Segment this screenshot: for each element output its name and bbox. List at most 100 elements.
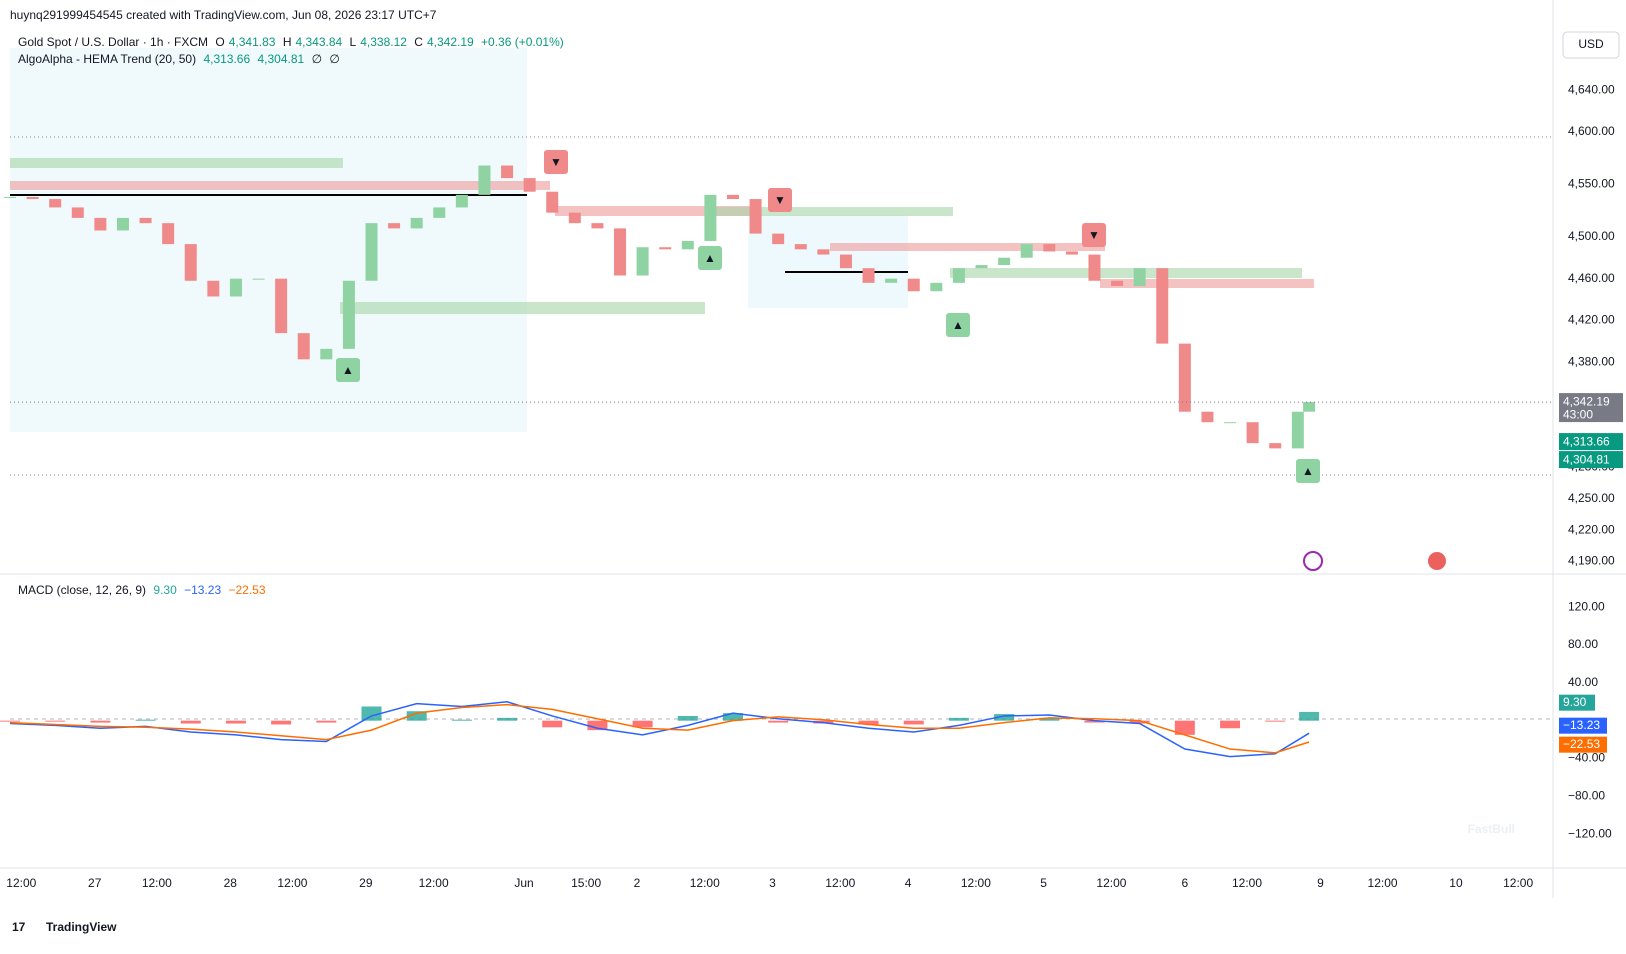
histogram-bar bbox=[587, 720, 608, 731]
y-tick-label: 4,420.00 bbox=[1568, 313, 1615, 327]
candle bbox=[659, 247, 672, 250]
event-icon[interactable] bbox=[1303, 551, 1323, 571]
candle bbox=[320, 348, 333, 360]
price-label-box bbox=[1559, 408, 1623, 423]
candle bbox=[1178, 343, 1191, 412]
price-label: 4,313.66 bbox=[1563, 434, 1610, 448]
y-tick-label: 4,220.00 bbox=[1568, 522, 1615, 536]
y-tick-label: 80.00 bbox=[1568, 637, 1598, 651]
candle bbox=[342, 280, 355, 349]
candle bbox=[388, 223, 401, 229]
range-box bbox=[10, 48, 527, 432]
y-tick-label: 40.00 bbox=[1568, 675, 1598, 689]
ohlc-value: 4,341.83 bbox=[228, 35, 276, 49]
candle bbox=[1043, 244, 1056, 252]
macd-legend: MACD (close, 12, 26, 9) 9.30 −13.23 −22.… bbox=[18, 583, 270, 597]
candle bbox=[297, 333, 310, 360]
svg-text:▼: ▼ bbox=[774, 193, 786, 207]
candle bbox=[478, 165, 491, 195]
histogram-bar bbox=[45, 720, 66, 722]
macd-value: −22.53 bbox=[228, 583, 266, 597]
watermark: FastBull bbox=[1468, 822, 1515, 836]
candle bbox=[1111, 280, 1124, 286]
histogram-bar bbox=[406, 711, 427, 721]
candle bbox=[275, 278, 288, 334]
x-tick-label: 12:00 bbox=[1096, 876, 1126, 890]
macd-title: MACD (close, 12, 26, 9) bbox=[18, 583, 147, 597]
indicator-value: 4,313.66 bbox=[203, 52, 251, 66]
value-label: 9.30 bbox=[1563, 695, 1587, 709]
candle bbox=[591, 223, 604, 229]
y-tick-label: 4,460.00 bbox=[1568, 271, 1615, 285]
candle bbox=[839, 254, 852, 269]
histogram-bar bbox=[948, 717, 969, 721]
histogram-bar bbox=[271, 720, 292, 725]
indicator-legend: AlgoAlpha - HEMA Trend (20, 50) 4,313.66… bbox=[18, 52, 344, 66]
ohlc-label: O bbox=[215, 35, 225, 49]
candle bbox=[116, 217, 129, 231]
candle bbox=[885, 278, 898, 283]
indicator-value: ∅ bbox=[329, 52, 340, 66]
histogram-bar bbox=[316, 720, 337, 723]
event-icon[interactable] bbox=[1428, 552, 1446, 570]
y-tick-label: 4,600.00 bbox=[1568, 124, 1615, 138]
value-label-box bbox=[1559, 694, 1595, 711]
histogram-bar bbox=[1174, 720, 1195, 735]
svg-text:▲: ▲ bbox=[342, 363, 354, 377]
candle bbox=[794, 244, 807, 250]
svg-text:▲: ▲ bbox=[704, 251, 716, 265]
x-tick-label: 15:00 bbox=[571, 876, 601, 890]
histogram-bar bbox=[135, 719, 156, 721]
ohlc-value: 4,342.19 bbox=[426, 35, 474, 49]
macd-line bbox=[9, 703, 1310, 754]
histogram-bar bbox=[722, 713, 743, 721]
value-label-box bbox=[1559, 736, 1607, 753]
value-label: −13.23 bbox=[1563, 718, 1600, 732]
value-label: −22.53 bbox=[1563, 737, 1600, 751]
indicator-value: ∅ bbox=[311, 52, 323, 66]
macd-value: 9.30 bbox=[153, 583, 177, 597]
x-tick-label: Jun bbox=[514, 876, 533, 890]
candle bbox=[229, 278, 242, 297]
candle bbox=[207, 280, 220, 297]
y-tick-label: 4,640.00 bbox=[1568, 82, 1615, 96]
candle bbox=[975, 265, 988, 269]
x-tick-label: 12:00 bbox=[825, 876, 855, 890]
price-label: 4,342.19 bbox=[1563, 394, 1610, 408]
currency: USD bbox=[1578, 37, 1604, 51]
candle bbox=[1156, 268, 1169, 344]
candle bbox=[26, 196, 39, 200]
histogram-bar bbox=[361, 706, 382, 721]
x-tick-label: 3 bbox=[769, 876, 776, 890]
histogram-bar bbox=[1129, 720, 1150, 724]
zone bbox=[950, 268, 1302, 278]
x-tick-label: 2 bbox=[634, 876, 641, 890]
price-legend: Gold Spot / U.S. Dollar · 1h · FXCM O 4,3… bbox=[18, 35, 568, 49]
x-tick-label: 12:00 bbox=[961, 876, 991, 890]
histogram-bar bbox=[903, 720, 924, 725]
ohlc-label: H bbox=[282, 35, 292, 49]
candle bbox=[523, 178, 536, 192]
candle bbox=[4, 196, 16, 198]
value-label-box bbox=[1559, 717, 1607, 734]
candle bbox=[49, 199, 62, 208]
candle bbox=[817, 249, 830, 255]
ohlc-label: C bbox=[414, 35, 423, 49]
candle bbox=[998, 257, 1011, 266]
histogram-bar bbox=[225, 720, 246, 724]
x-tick-label: 4 bbox=[905, 876, 912, 890]
y-tick-label: 4,550.00 bbox=[1568, 177, 1615, 191]
histogram-bar bbox=[497, 717, 518, 721]
histogram-bar bbox=[90, 720, 111, 723]
svg-text:▼: ▼ bbox=[550, 155, 562, 169]
price-label: 4,304.81 bbox=[1563, 452, 1610, 466]
x-tick-label: 5 bbox=[1040, 876, 1047, 890]
ohlc-value: 4,343.84 bbox=[295, 35, 343, 49]
candle bbox=[749, 199, 762, 234]
y-tick-label: 4,250.00 bbox=[1568, 491, 1615, 505]
candle bbox=[410, 217, 423, 229]
credit: huynq291999454545 created with TradingVi… bbox=[10, 8, 437, 22]
x-tick-label: 12:00 bbox=[1368, 876, 1398, 890]
brand-logo: 17 bbox=[12, 920, 26, 934]
